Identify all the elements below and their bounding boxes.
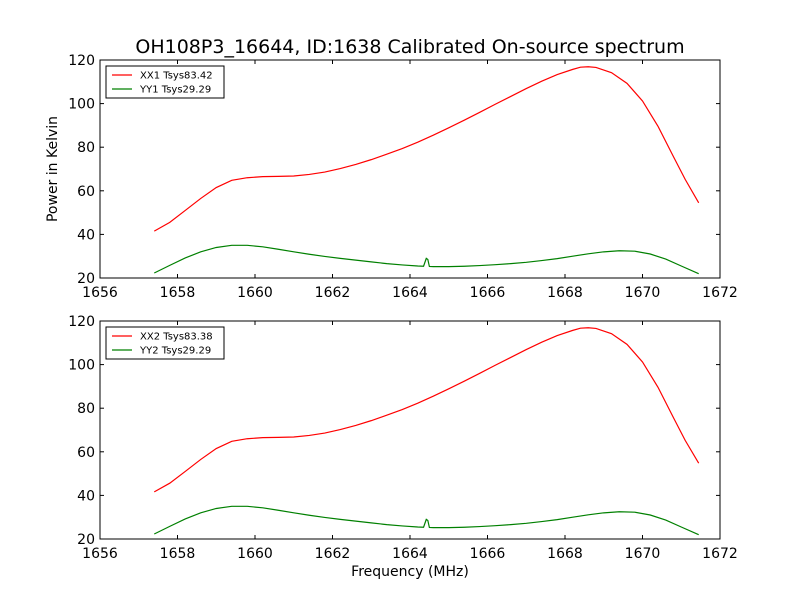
y-tick-label: 20 (77, 271, 95, 287)
series-line-yy (153, 505, 699, 536)
x-tick-label: 1668 (547, 285, 583, 301)
x-tick-label: 1666 (470, 285, 506, 301)
x-tick-label: 1660 (237, 546, 273, 562)
top-spectrum-panel: 1656 1658 1660 1662 1664 1666 1668 1670 1672 20 40… (68, 53, 738, 301)
series-line-xx (153, 327, 700, 493)
bottom-spectrum-panel: 1656 1658 1660 1662 1664 1666 1668 1670 1672 20 40… (68, 314, 738, 562)
x-tick-label: 1656 (82, 546, 118, 562)
x-tick-label: 1668 (547, 546, 583, 562)
series-line-xx (153, 66, 700, 232)
x-tick-label: 1672 (702, 285, 738, 301)
y-tick-label: 40 (77, 227, 95, 243)
y-tick-label: 100 (68, 358, 95, 374)
y-tick-label: 60 (77, 445, 95, 461)
x-tick-label: 1662 (315, 285, 351, 301)
legend-box (105, 65, 225, 99)
x-tick-label: 1664 (392, 285, 428, 301)
x-tick-label: 1662 (315, 546, 351, 562)
x-tick-label: 1672 (702, 546, 738, 562)
y-tick-label: 80 (77, 401, 95, 417)
y-tick-label: 100 (68, 97, 95, 113)
legend-label: XX2 Tsys83.38 (140, 332, 213, 343)
y-tick-label: 120 (68, 314, 95, 330)
y-axis-label: Power in Kelvin (45, 116, 61, 222)
legend-box (105, 326, 225, 360)
y-tick-label: 20 (77, 532, 95, 548)
x-tick-label: 1658 (160, 546, 196, 562)
x-axis-label: Frequency (MHz) (351, 564, 469, 580)
x-tick-label: 1656 (82, 285, 118, 301)
series-line-yy (153, 244, 699, 275)
x-tick-label: 1664 (392, 546, 428, 562)
y-tick-label: 120 (68, 53, 95, 69)
legend-label: XX1 Tsys83.42 (140, 71, 213, 82)
y-tick-label: 60 (77, 184, 95, 200)
x-tick-label: 1660 (237, 285, 273, 301)
y-tick-label: 40 (77, 488, 95, 504)
y-tick-label: 80 (77, 140, 95, 156)
x-tick-label: 1658 (160, 285, 196, 301)
figure-title: OH108P3_16644, ID:1638 Calibrated On-sou… (135, 36, 684, 58)
x-tick-label: 1670 (625, 546, 661, 562)
legend-label: YY2 Tsys29.29 (139, 346, 211, 357)
x-tick-label: 1666 (470, 546, 506, 562)
legend-label: YY1 Tsys29.29 (139, 85, 211, 96)
x-tick-label: 1670 (625, 285, 661, 301)
